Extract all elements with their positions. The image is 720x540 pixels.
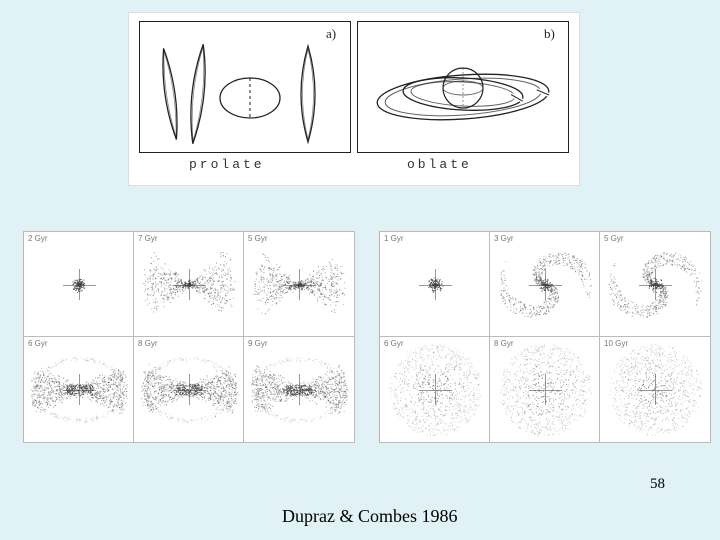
time-label: 2 Gyr [28, 234, 48, 243]
simulation-grid-prolate: 2 Gyr 7 Gyr 5 Gyr 6 Gyr 8 Gyr 9 Gyr [22, 230, 354, 442]
time-label: 1 Gyr [384, 234, 404, 243]
citation-text: Dupraz & Combes 1986 [282, 506, 457, 527]
simulation-cell: 5 Gyr [243, 231, 355, 338]
simulation-dots [24, 337, 134, 442]
simulation-grid-oblate: 1 Gyr 3 Gyr 5 Gyr 6 Gyr 8 Gyr 10 Gyr [378, 230, 710, 442]
simulation-cell: 2 Gyr [23, 231, 135, 338]
simulation-dots [134, 337, 244, 442]
time-label: 6 Gyr [384, 339, 404, 348]
schematic-svg [140, 22, 350, 152]
simulation-cell: 3 Gyr [489, 231, 601, 338]
simulation-dots [490, 337, 600, 442]
simulation-cell: 5 Gyr [599, 231, 711, 338]
time-label: 6 Gyr [28, 339, 48, 348]
simulation-dots [380, 232, 490, 337]
simulation-cell: 1 Gyr [379, 231, 491, 338]
time-label: 8 Gyr [494, 339, 514, 348]
simulation-dots [24, 232, 134, 337]
time-label: 3 Gyr [494, 234, 514, 243]
schematic-svg [358, 22, 568, 152]
time-label: 9 Gyr [248, 339, 268, 348]
simulation-cell: 9 Gyr [243, 336, 355, 443]
simulation-dots [600, 337, 710, 442]
simulation-dots [600, 232, 710, 337]
simulation-cell: 8 Gyr [133, 336, 245, 443]
simulation-cell: 8 Gyr [489, 336, 601, 443]
simulation-dots [134, 232, 244, 337]
time-label: 7 Gyr [138, 234, 158, 243]
simulation-cell: 10 Gyr [599, 336, 711, 443]
time-label: 5 Gyr [604, 234, 624, 243]
simulation-cell: 7 Gyr [133, 231, 245, 338]
simulation-dots [244, 337, 354, 442]
time-label: 8 Gyr [138, 339, 158, 348]
schematic-panel-b: b) [357, 21, 569, 153]
panel-caption: oblate [407, 157, 472, 172]
top-schematic-figure: a) prolate b) oblate [128, 12, 580, 186]
simulation-cell: 6 Gyr [23, 336, 135, 443]
simulation-cell: 6 Gyr [379, 336, 491, 443]
simulation-dots [244, 232, 354, 337]
panel-caption: prolate [189, 157, 265, 172]
page-number: 58 [650, 476, 665, 493]
simulation-dots [380, 337, 490, 442]
time-label: 10 Gyr [604, 339, 628, 348]
time-label: 5 Gyr [248, 234, 268, 243]
simulation-dots [490, 232, 600, 337]
schematic-panel-a: a) [139, 21, 351, 153]
